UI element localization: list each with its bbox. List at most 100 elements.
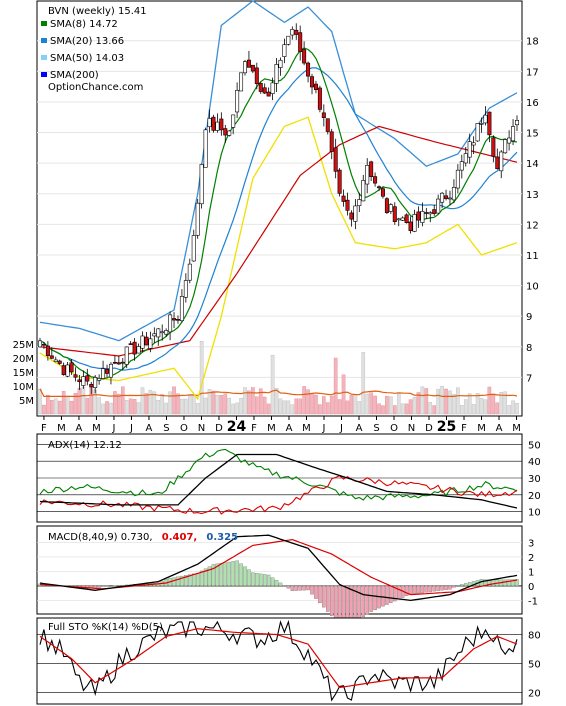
candle-body: [61, 365, 66, 375]
candle-body: [369, 161, 374, 177]
candle-body: [424, 212, 429, 214]
volume-bar: [81, 386, 86, 415]
macd-histogram-bar: [464, 583, 468, 587]
volume-bar: [353, 394, 358, 415]
volume-bar: [471, 404, 476, 415]
candle-body: [440, 192, 445, 203]
volume-bar: [507, 405, 511, 415]
x-tick-label: F: [251, 423, 257, 434]
volume-bar: [124, 399, 129, 415]
candle-body: [156, 328, 161, 338]
candle-body: [306, 62, 311, 77]
macd-histogram-bar: [322, 585, 326, 608]
volume-bar: [452, 394, 456, 415]
volume-bar: [219, 395, 224, 415]
candle-body: [140, 335, 145, 349]
candle-body: [81, 376, 86, 386]
macd-histogram-bar: [357, 585, 362, 618]
volume-bar: [117, 393, 121, 415]
candle-body: [223, 128, 228, 136]
macd-histogram-bar: [172, 577, 176, 587]
candle-body: [412, 214, 417, 232]
macd-signal-value: 0.407,: [162, 532, 197, 543]
candle-body: [290, 29, 295, 36]
volume-bar: [329, 395, 334, 415]
macd-hist-value: 0.325: [206, 532, 238, 543]
candle-body: [112, 361, 117, 364]
volume-bar: [97, 397, 101, 415]
volume-bar: [203, 397, 208, 415]
candle-body: [459, 161, 464, 171]
svg-text:MACD(8,40,9) 0.730, 0.40: MACD(8,40,9) 0.730, 0.407, 0.325: [48, 532, 238, 543]
volume-bar: [156, 399, 161, 415]
volume-bar: [373, 395, 377, 415]
volume-bar: [258, 388, 263, 415]
legend-entry: SMA(200): [50, 70, 99, 81]
macd-histogram-bar: [199, 570, 204, 587]
candle-body: [254, 67, 259, 85]
volume-bar: [420, 386, 425, 415]
macd-histogram-bar: [176, 576, 180, 587]
indicator-tick-label: 30: [528, 474, 541, 485]
macd-histogram-bar: [266, 574, 271, 587]
macd-histogram-bar: [436, 585, 440, 591]
candle-body: [388, 204, 393, 212]
volume-bar: [377, 403, 381, 415]
volume-bar: [428, 402, 433, 415]
price-tick-label: 9: [526, 312, 532, 323]
macd-histogram-bar: [341, 585, 346, 622]
macd-histogram-bar: [456, 585, 460, 587]
macd-histogram-bar: [408, 585, 413, 595]
x-tick-label: O: [390, 423, 398, 434]
candle-body: [329, 131, 334, 152]
volume-bar: [180, 398, 184, 415]
macd-histogram-bar: [491, 579, 496, 587]
macd-histogram-bar: [381, 585, 385, 607]
volume-bar: [515, 403, 519, 415]
volume-bar: [57, 400, 62, 415]
macd-histogram-bar: [440, 585, 444, 591]
volume-bar: [243, 387, 247, 415]
candle-body: [45, 345, 50, 357]
x-tick-label: 25: [437, 419, 456, 435]
candle-body: [227, 130, 232, 136]
candle-body: [207, 118, 212, 128]
volume-bar: [436, 388, 440, 415]
macd-histogram-bar: [215, 563, 220, 587]
volume-bar: [286, 400, 291, 415]
candle-body: [333, 147, 338, 172]
candle-body: [507, 137, 512, 144]
candle-body: [250, 64, 255, 72]
candle-body: [89, 383, 94, 388]
candle-body: [274, 64, 279, 84]
candle-body: [53, 359, 58, 362]
candle-body: [41, 343, 46, 346]
macd-histogram-bar: [420, 585, 425, 593]
volume-bar: [408, 399, 413, 415]
stochastic-panel: 20 50 80 Full STO %K(14) %D(5): [36, 617, 541, 705]
macd-histogram-bar: [314, 585, 318, 599]
candle-body: [278, 59, 283, 68]
volume-bar: [172, 386, 176, 415]
volume-bar: [416, 392, 421, 415]
macd-histogram-bar: [227, 561, 231, 587]
candle-body: [179, 296, 184, 322]
volume-bar: [113, 391, 117, 415]
candle-body: [235, 90, 240, 113]
legend-entry: SMA(20) 13.66: [50, 36, 124, 47]
legend-swatch: [41, 38, 47, 43]
x-tick-label: A: [356, 423, 363, 434]
macd-histogram-bar: [444, 585, 448, 590]
candle-body: [471, 142, 476, 146]
candle-body: [69, 362, 74, 373]
macd-histogram-bar: [416, 585, 421, 594]
x-tick-label: N: [408, 423, 415, 434]
candle-body: [345, 199, 350, 211]
volume-bar: [479, 398, 484, 415]
candle-body: [266, 91, 271, 97]
volume-bar: [168, 391, 172, 415]
macd-histogram-bar: [290, 585, 295, 591]
candle-body: [341, 195, 346, 202]
volume-bar: [444, 388, 448, 415]
macd-histogram-bar: [302, 585, 306, 591]
